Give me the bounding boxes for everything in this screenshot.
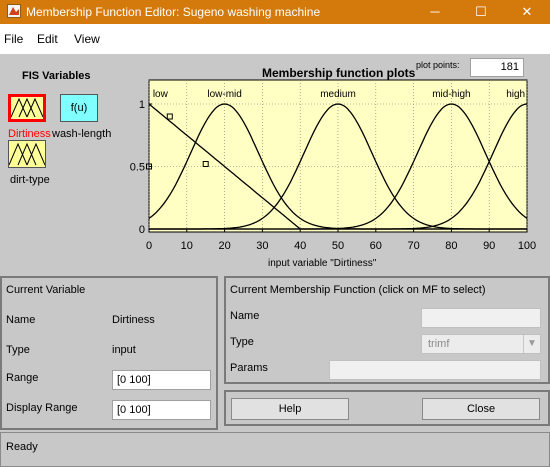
help-button[interactable]: Help	[231, 398, 349, 420]
mf-curve-high	[149, 103, 528, 230]
mf-vertex-marker	[146, 163, 152, 170]
range-input[interactable]: [0 100]	[112, 370, 211, 390]
mf-params-label: Params	[230, 362, 268, 374]
input-dirt-type-label[interactable]: dirt-type	[10, 174, 50, 186]
x-tick-label: 60	[370, 240, 382, 252]
menu-file[interactable]: File	[4, 32, 24, 46]
y-tick-label: 0	[139, 224, 145, 236]
x-tick-label: 20	[218, 240, 230, 252]
x-tick-label: 80	[445, 240, 457, 252]
close-button[interactable]: Close	[422, 398, 540, 420]
mf-label-low-mid: low-mid	[207, 89, 241, 100]
x-axis-label: input variable "Dirtiness"	[268, 258, 377, 269]
y-tick-label: 1	[139, 99, 145, 111]
y-tick-label: 0.5	[130, 162, 145, 174]
output-wash-length-box[interactable]: f(u)	[60, 94, 98, 122]
plot-points-input[interactable]: 181	[470, 58, 524, 77]
current-mf-title: Current Membership Function (click on MF…	[230, 284, 486, 296]
variable-type-value: input	[112, 344, 136, 356]
status-bar: Ready	[0, 432, 550, 467]
close-icon[interactable]: ✕	[521, 4, 533, 19]
x-tick-label: 30	[256, 240, 268, 252]
mf-name-label: Name	[230, 310, 260, 322]
menu-view[interactable]: View	[74, 32, 100, 46]
mf-label-mid-high: mid-high	[432, 89, 470, 100]
status-text: Ready	[6, 441, 38, 453]
mf-name-input[interactable]	[421, 308, 541, 328]
output-wash-length-label[interactable]: wash-length	[52, 128, 112, 140]
mf-label-medium: medium	[320, 89, 356, 100]
plot-title: Membership function plots	[262, 66, 416, 80]
plot-points-label: plot points:	[416, 60, 460, 70]
window-title: Membership Function Editor: Sugeno washi…	[26, 5, 321, 19]
maximize-icon[interactable]: ☐	[475, 4, 487, 19]
chevron-down-icon: ▼	[523, 335, 540, 353]
mf-type-value: trimf	[428, 338, 450, 350]
variable-type-label: Type	[6, 344, 30, 356]
x-tick-label: 70	[407, 240, 419, 252]
mf-params-input[interactable]	[329, 360, 541, 380]
variable-name-value: Dirtiness	[112, 314, 155, 326]
mf-type-select[interactable]: trimf ▼	[421, 334, 541, 354]
display-range-input[interactable]: [0 100]	[112, 400, 211, 420]
x-tick-label: 50	[332, 240, 344, 252]
mf-type-label: Type	[230, 336, 254, 348]
fis-variables-title: FIS Variables	[22, 70, 91, 82]
range-label: Range	[6, 372, 39, 384]
x-tick-label: 40	[294, 240, 306, 252]
menu-edit[interactable]: Edit	[37, 32, 58, 46]
input-dirtiness-box[interactable]	[8, 94, 46, 122]
mf-thumbnail-icon	[8, 142, 46, 166]
menu-bar: File Edit View	[0, 24, 550, 54]
title-bar: Membership Function Editor: Sugeno washi…	[0, 0, 550, 24]
mf-label-high: high	[506, 89, 525, 100]
minimize-icon[interactable]: ─	[430, 4, 440, 19]
x-tick-label: 10	[181, 240, 193, 252]
input-dirtiness-label[interactable]: Dirtiness	[8, 128, 51, 140]
current-variable-title: Current Variable	[6, 284, 86, 296]
variable-name-label: Name	[6, 314, 36, 326]
mf-thumbnail-icon	[10, 97, 44, 118]
current-variable-panel: Current Variable Name Dirtiness Type inp…	[0, 276, 218, 430]
input-dirt-type-box[interactable]	[8, 140, 46, 168]
mf-vertex-marker	[166, 113, 173, 120]
membership-function-plot[interactable]: 0 10 20 30 40 50 60 70 80 90 100 0 0.5 1 low low-mid med…	[0, 0, 550, 270]
current-mf-panel: Current Membership Function (click on MF…	[224, 276, 550, 384]
x-tick-label: 0	[146, 240, 152, 252]
x-tick-label: 100	[518, 240, 536, 252]
button-panel: Help Close	[224, 390, 550, 426]
display-range-label: Display Range	[6, 402, 78, 414]
mf-label-low: low	[153, 89, 169, 100]
x-tick-label: 90	[483, 240, 495, 252]
matlab-icon	[7, 4, 21, 18]
mf-vertex-marker	[202, 161, 209, 167]
